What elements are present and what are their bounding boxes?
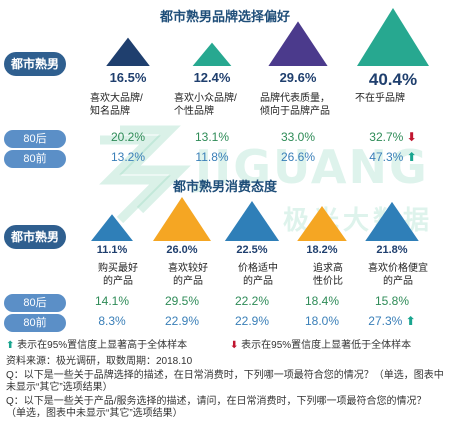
chart2-triangle-4	[365, 201, 419, 241]
chart2-triangle-0	[91, 214, 133, 241]
chart1-segment-badge: 都市熟男	[4, 52, 66, 76]
chart1-category-2-line-0: 品牌代表质量，	[260, 93, 330, 104]
chart2-value-1-2: 22.9%	[234, 314, 270, 328]
chart2-category-0-line-0: 购买最好	[98, 263, 138, 274]
legend-up-text: 表示在95%置信度上显著高于全体样本	[17, 340, 188, 351]
chart1-headline-0: 16.5%	[109, 70, 147, 85]
chart2-title: 都市熟男消费态度	[172, 179, 277, 194]
chart1-category-1-line-1: 个性品牌	[174, 106, 214, 117]
chart2-triangle-3	[297, 206, 347, 241]
question-2: Q：以下是一些关于产品/服务选择的描述，请问，在日常消费时，下列哪一项最符合您的…	[6, 396, 427, 419]
chart1-category-0-line-1: 知名品牌	[90, 106, 130, 117]
chart2-row-label-80qian: 80前	[4, 314, 66, 332]
chart1-value-1-3: 47.3% ⬆	[369, 150, 417, 164]
chart1-triangle-2	[268, 21, 328, 66]
chart1-category-0: 喜欢大品牌/知名品牌	[90, 92, 176, 118]
chart1-value-0-2: 33.0%	[280, 130, 316, 144]
chart2-row-label-80hou: 80后	[4, 294, 66, 312]
chart2-category-4-line-0: 喜欢价格便宜	[368, 263, 428, 274]
chart2-category-0: 购买最好 的产品	[82, 262, 154, 288]
chart2-category-2: 价格适中 的产品	[222, 262, 294, 288]
chart2-headline-4: 21.8%	[376, 244, 408, 256]
chart2-category-3-line-1: 性价比	[313, 276, 343, 287]
watermark-logo	[99, 125, 191, 224]
chart1-row-label-80qian: 80前	[4, 150, 66, 168]
chart2-category-3: 追求高 性价比	[292, 262, 364, 288]
chart1-value-0-1: 13.1%	[194, 130, 230, 144]
chart1-triangle-3	[357, 8, 429, 66]
arrow-up-icon: ⬆	[6, 340, 15, 351]
chart1-row-label-80hou: 80后	[4, 130, 66, 148]
chart2-category-0-line-1: 的产品	[103, 276, 133, 287]
chart1-category-2-line-1: 倾向于品牌产品	[260, 106, 330, 117]
source-note: 资料来源：极光调研，取数周期：2018.10	[6, 356, 193, 367]
legend-down: ⬇ 表示在95%置信度上显著低于全体样本	[230, 340, 411, 352]
chart2-shapes	[91, 197, 419, 241]
chart2-value-0-2: 22.2%	[234, 294, 270, 308]
chart1-headline-2: 29.6%	[279, 70, 317, 85]
chart2-category-1-line-1: 的产品	[173, 276, 203, 287]
chart2-headline-1: 26.0%	[166, 244, 198, 256]
chart1-value-0-0: 20.2%	[110, 130, 146, 144]
chart2-value-0-3: 18.4%	[304, 294, 340, 308]
chart2-segment-badge: 都市熟男	[4, 225, 66, 249]
chart2-triangle-2	[224, 201, 280, 241]
chart2-category-4: 喜欢价格便宜 的产品	[362, 262, 434, 288]
watermark-text-en: JIGUANG	[195, 140, 429, 194]
chart1-category-2: 品牌代表质量， 倾向于品牌产品	[260, 92, 346, 118]
chart1-category-1-line-0: 喜欢小众品牌/	[174, 93, 237, 104]
chart2-headline-2: 22.5%	[236, 244, 268, 256]
chart2-value-1-4: 27.3% ⬆	[368, 314, 416, 328]
chart1-triangle-0	[106, 37, 150, 66]
chart1-category-3-line-0: 不在乎品牌	[355, 93, 405, 104]
chart2-triangle-1	[153, 197, 211, 241]
legend-down-text: 表示在95%置信度上显著低于全体样本	[241, 340, 412, 351]
chart2-value-1-1: 22.9%	[164, 314, 200, 328]
question-1: Q：以下是一些关于品牌选择的描述，在日常消费时，下列哪一项最符合您的情况？（单选…	[6, 370, 444, 393]
chart1-triangle-1	[192, 42, 232, 66]
chart2-category-1-line-0: 喜欢较好	[168, 263, 208, 274]
chart1-value-1-2: 26.6%	[280, 150, 316, 164]
chart1-category-0-line-0: 喜欢大品牌/	[90, 93, 143, 104]
chart1-value-1-0: 13.2%	[110, 150, 146, 164]
chart1-headline-3: 40.4%	[368, 70, 418, 89]
chart1-headline-1: 12.4%	[193, 70, 231, 85]
arrow-down-icon: ⬇	[230, 340, 239, 351]
chart1-shapes	[106, 8, 429, 66]
chart1-title: 都市熟男品牌选择偏好	[159, 9, 290, 24]
chart1-category-3: 不在乎品牌	[355, 92, 441, 105]
chart2-category-4-line-1: 的产品	[383, 276, 413, 287]
chart2-value-0-0: 14.1%	[94, 294, 130, 308]
arrow-down-icon: ⬇	[403, 130, 417, 144]
arrow-up-icon: ⬆	[403, 150, 417, 164]
chart2-headline-3: 18.2%	[306, 244, 338, 256]
chart2-value-1-3: 18.0%	[304, 314, 340, 328]
chart2-category-1: 喜欢较好 的产品	[152, 262, 224, 288]
chart2-value-1-0: 8.3%	[98, 314, 126, 328]
chart2-value-0-4: 15.8%	[374, 294, 410, 308]
chart2-category-2-line-0: 价格适中	[238, 263, 278, 274]
chart1-value-0-3: 32.7% ⬇	[369, 130, 417, 144]
chart2-category-3-line-0: 追求高	[313, 263, 343, 274]
legend-up: ⬆ 表示在95%置信度上显著高于全体样本	[6, 340, 187, 352]
chart2-headline-0: 11.1%	[96, 244, 128, 256]
chart1-value-1-1: 11.8%	[195, 150, 229, 164]
chart2-value-0-1: 29.5%	[164, 294, 200, 308]
arrow-up-icon: ⬆	[402, 314, 416, 328]
chart2-category-2-line-1: 的产品	[243, 276, 273, 287]
chart1-category-1: 喜欢小众品牌/个性品牌	[174, 92, 260, 118]
